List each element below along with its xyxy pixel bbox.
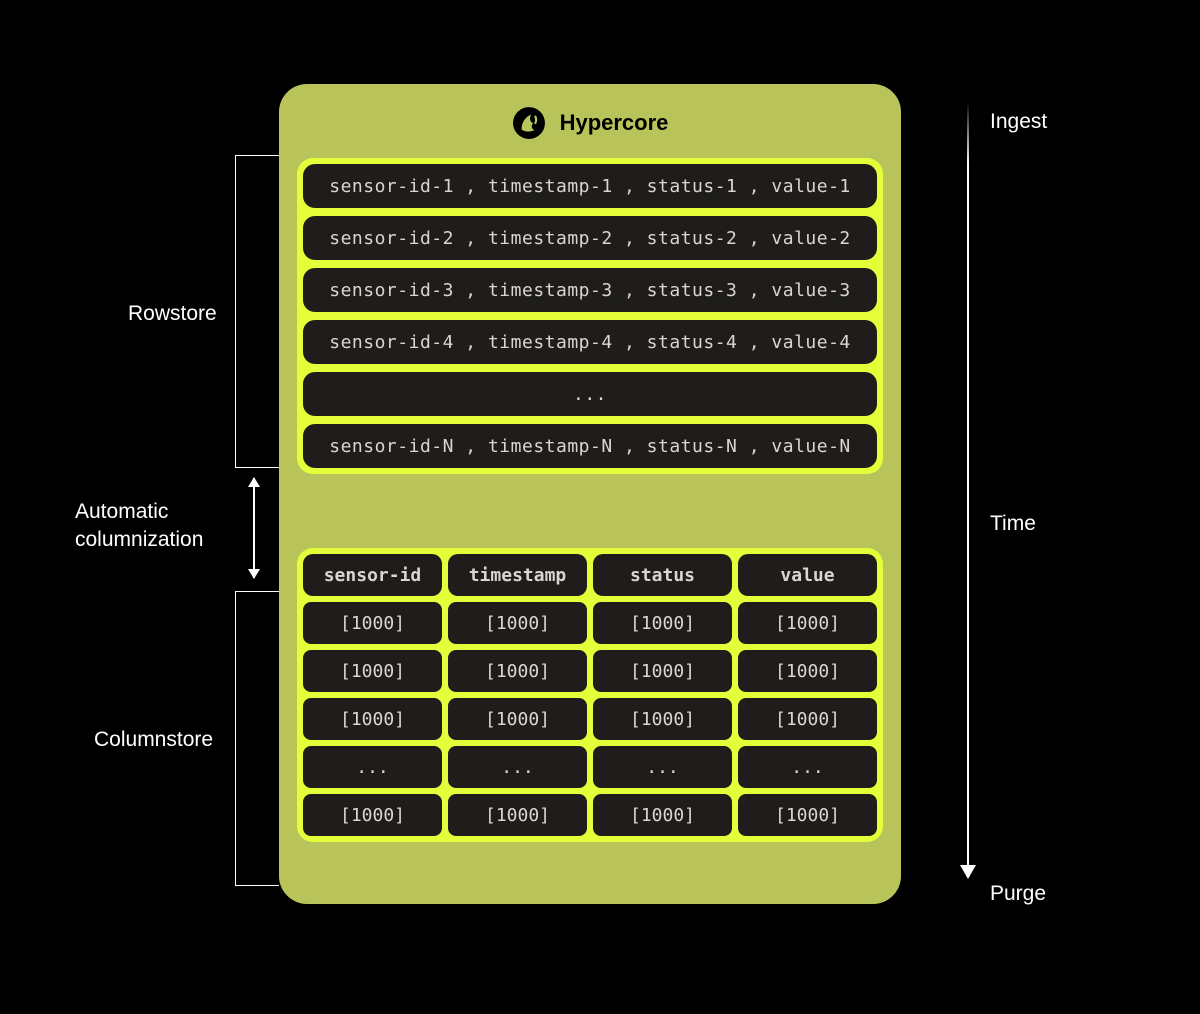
columnstore-column: timestamp [1000] [1000] [1000]... [1000] <box>448 554 587 836</box>
columnization-arrow-icon <box>253 478 255 578</box>
columnstore-cell: [1000] <box>738 698 877 740</box>
purge-label: Purge <box>990 880 1046 908</box>
rowstore-label: Rowstore <box>128 300 217 328</box>
columnstore-cell: [1000] <box>593 650 732 692</box>
columnstore-cell: ... <box>303 746 442 788</box>
rowstore-row: sensor-id-4 , timestamp-4 , status-4 , v… <box>303 320 877 364</box>
columnstore-header: sensor-id <box>303 554 442 596</box>
columnstore-cell: [1000] <box>738 794 877 836</box>
columnstore-cell: [1000] <box>303 650 442 692</box>
time-arrow-icon <box>967 102 969 877</box>
columnstore-column: value [1000] [1000] [1000]... [1000] <box>738 554 877 836</box>
diagram-canvas: Hypercore sensor-id-1 , timestamp-1 , st… <box>0 0 1200 1014</box>
hypercore-card: Hypercore sensor-id-1 , timestamp-1 , st… <box>279 84 901 904</box>
columnstore-cell: [1000] <box>738 650 877 692</box>
auto-columnization-label: Automatic columnization <box>75 498 203 555</box>
columnstore-cell: [1000] <box>303 698 442 740</box>
rowstore-row: sensor-id-1 , timestamp-1 , status-1 , v… <box>303 164 877 208</box>
rowstore-row: sensor-id-3 , timestamp-3 , status-3 , v… <box>303 268 877 312</box>
columnstore-column: status [1000] [1000] [1000]... [1000] <box>593 554 732 836</box>
columnstore-cell: [1000] <box>303 602 442 644</box>
columnstore-cell: [1000] <box>593 602 732 644</box>
columnstore-cell: ... <box>738 746 877 788</box>
columnstore-cell: ... <box>448 746 587 788</box>
columnstore-cell: ... <box>593 746 732 788</box>
columnstore-cell: [1000] <box>593 794 732 836</box>
rowstore-row: sensor-id-2 , timestamp-2 , status-2 , v… <box>303 216 877 260</box>
rowstore-row: ... <box>303 372 877 416</box>
columnstore-section: sensor-id[1000][1000][1000]...[1000]time… <box>297 548 883 842</box>
columnstore-cell: [1000] <box>593 698 732 740</box>
rowstore-bracket <box>235 155 279 468</box>
columnstore-cell: [1000] <box>448 602 587 644</box>
card-header: Hypercore <box>297 106 883 140</box>
rowstore-row: sensor-id-N , timestamp-N , status-N , v… <box>303 424 877 468</box>
columnstore-header: status <box>593 554 732 596</box>
columnstore-cell: [1000] <box>448 698 587 740</box>
tiger-logo-icon <box>512 106 546 140</box>
columnstore-cell: [1000] <box>738 602 877 644</box>
time-label: Time <box>990 510 1036 538</box>
columnstore-cell: [1000] <box>303 794 442 836</box>
columnstore-cell: [1000] <box>448 650 587 692</box>
columnstore-cell: [1000] <box>448 794 587 836</box>
columnstore-column: sensor-id [1000] [1000] [1000]... [1000] <box>303 554 442 836</box>
columnstore-header: value <box>738 554 877 596</box>
rowstore-columnstore-gap <box>297 474 883 548</box>
ingest-label: Ingest <box>990 108 1047 136</box>
auto-columnization-line1: Automatic <box>75 500 168 523</box>
columnstore-header: timestamp <box>448 554 587 596</box>
columnstore-bracket <box>235 591 279 886</box>
auto-columnization-line2: columnization <box>75 528 203 551</box>
card-title: Hypercore <box>560 110 669 136</box>
rowstore-section: sensor-id-1 , timestamp-1 , status-1 , v… <box>297 158 883 474</box>
columnstore-label: Columnstore <box>94 726 213 754</box>
